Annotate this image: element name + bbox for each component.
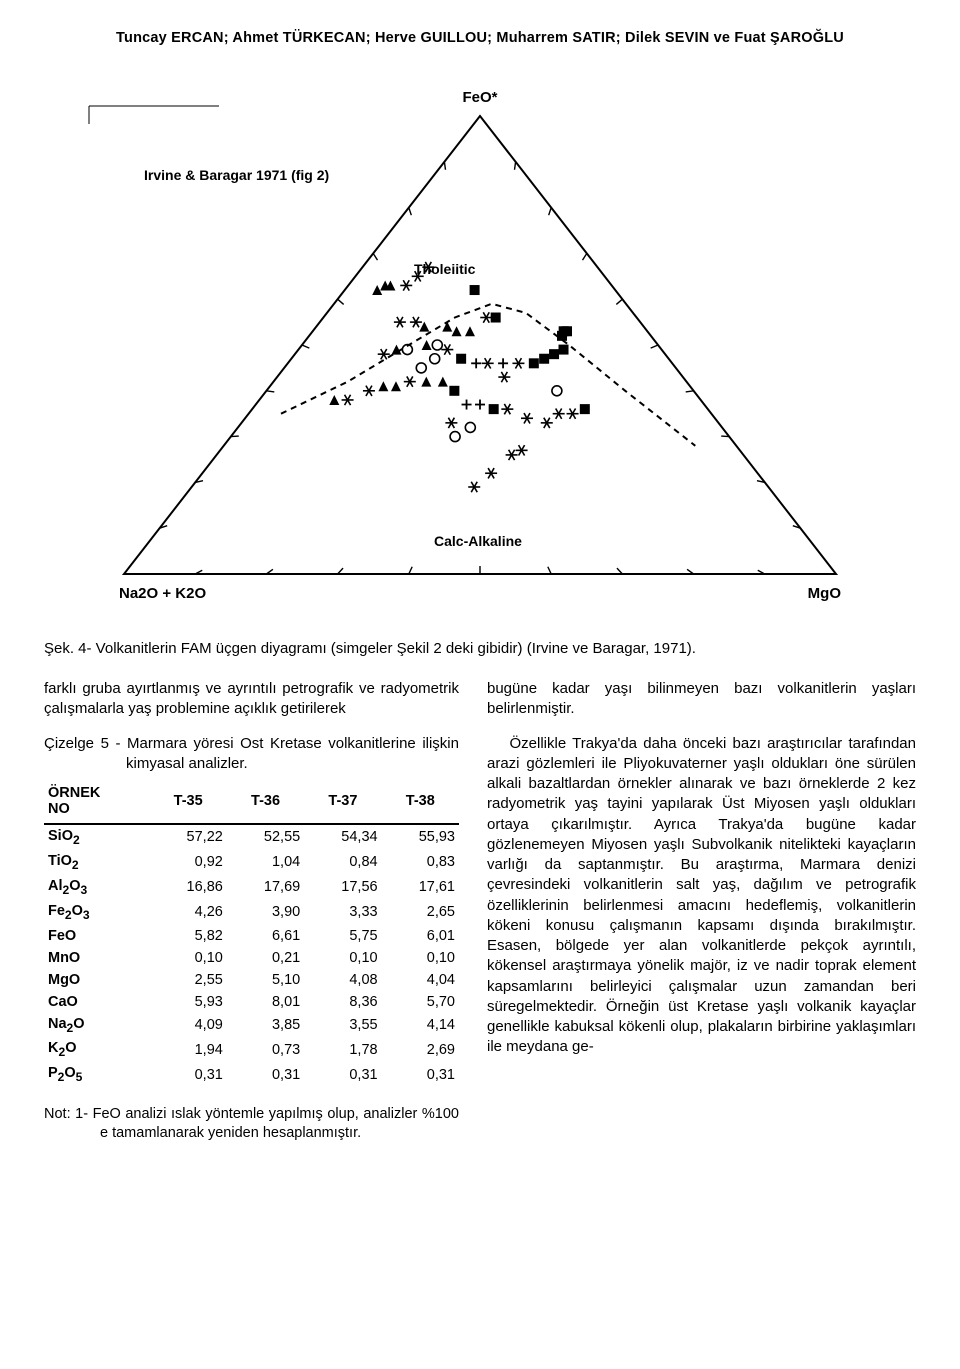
table-row: Al2O316,8617,6917,5617,61 [44, 875, 459, 900]
cell: 0,10 [149, 947, 226, 969]
cell: 17,56 [304, 875, 381, 900]
cell: 6,01 [382, 925, 459, 947]
cell: 4,09 [149, 1013, 226, 1038]
right-column: bugüne kadar yaşı bilinmeyen bazı volkan… [487, 679, 916, 1072]
cell: 0,83 [382, 850, 459, 875]
cell: 52,55 [227, 824, 304, 850]
row-label: CaO [44, 991, 149, 1013]
cell: 4,08 [304, 969, 381, 991]
cell: 0,84 [304, 850, 381, 875]
table-note: Not: 1- FeO analizi ıslak yöntemle yapıl… [44, 1105, 459, 1143]
cell: 0,31 [227, 1062, 304, 1087]
cell: 4,26 [149, 900, 226, 925]
cell: 4,14 [382, 1013, 459, 1038]
table-row: TiO20,921,040,840,83 [44, 850, 459, 875]
row-label: TiO2 [44, 850, 149, 875]
svg-text:Na2O + K2O: Na2O + K2O [119, 585, 206, 602]
table-row: MnO0,100,210,100,10 [44, 947, 459, 969]
cell: 8,01 [227, 991, 304, 1013]
cell: 8,36 [304, 991, 381, 1013]
cell: 2,65 [382, 900, 459, 925]
two-column-body: farklı gruba ayırtlanmış ve ayrıntılı pe… [44, 679, 916, 1157]
svg-text:Calc-Alkaline: Calc-Alkaline [434, 533, 522, 549]
cell: 0,92 [149, 850, 226, 875]
table-row: MgO2,555,104,084,04 [44, 969, 459, 991]
cell: 3,33 [304, 900, 381, 925]
cell: 5,82 [149, 925, 226, 947]
cell: 5,10 [227, 969, 304, 991]
row-label: Na2O [44, 1013, 149, 1038]
cell: 17,61 [382, 875, 459, 900]
row-label: MnO [44, 947, 149, 969]
row-label: MgO [44, 969, 149, 991]
row-label: Fe2O3 [44, 900, 149, 925]
right-para-1: bugüne kadar yaşı bilinmeyen bazı volkan… [487, 679, 916, 720]
table-row: P2O50,310,310,310,31 [44, 1062, 459, 1087]
svg-text:FeO*: FeO* [462, 89, 497, 106]
cell: 0,31 [304, 1062, 381, 1087]
cell: 0,31 [382, 1062, 459, 1087]
table-row: K2O1,940,731,782,69 [44, 1037, 459, 1062]
cell: 3,90 [227, 900, 304, 925]
cell: 0,31 [149, 1062, 226, 1087]
header-col0: ÖRNEK NO [44, 782, 149, 824]
cell: 16,86 [149, 875, 226, 900]
ternary-figure: FeO* Na2O + K2O MgO Irvine & Baragar 1971 (… [44, 64, 916, 634]
row-label: FeO [44, 925, 149, 947]
cell: 5,75 [304, 925, 381, 947]
cell: 4,04 [382, 969, 459, 991]
svg-text:MgO: MgO [808, 585, 842, 602]
table-row: Fe2O34,263,903,332,65 [44, 900, 459, 925]
cell: 54,34 [304, 824, 381, 850]
cell: 5,93 [149, 991, 226, 1013]
left-column: farklı gruba ayırtlanmış ve ayrıntılı pe… [44, 679, 459, 1157]
row-label: K2O [44, 1037, 149, 1062]
cell: 5,70 [382, 991, 459, 1013]
figure-caption: Şek. 4- Volkanitlerin FAM üçgen diyagram… [44, 640, 916, 657]
cell: 1,04 [227, 850, 304, 875]
svg-text:Irvine & Baragar 1971 (fig 2): Irvine & Baragar 1971 (fig 2) [144, 167, 329, 183]
table-title: Çizelge 5 - Marmara yöresi Ost Kretase v… [44, 734, 459, 775]
cell: 0,10 [382, 947, 459, 969]
cell: 2,55 [149, 969, 226, 991]
table-row: CaO5,938,018,365,70 [44, 991, 459, 1013]
cell: 0,73 [227, 1037, 304, 1062]
header-col2: T-36 [227, 782, 304, 824]
chemistry-table: ÖRNEK NO T-35 T-36 T-37 T-38 SiO257,2252… [44, 782, 459, 1087]
table-row: SiO257,2252,5554,3455,93 [44, 824, 459, 850]
table-row: FeO5,826,615,756,01 [44, 925, 459, 947]
cell: 3,55 [304, 1013, 381, 1038]
cell: 17,69 [227, 875, 304, 900]
header-col3: T-37 [304, 782, 381, 824]
cell: 2,69 [382, 1037, 459, 1062]
cell: 0,21 [227, 947, 304, 969]
row-label: SiO2 [44, 824, 149, 850]
table-header-row: ÖRNEK NO T-35 T-36 T-37 T-38 [44, 782, 459, 824]
svg-text:Tholeiitic: Tholeiitic [414, 261, 476, 277]
header-col4: T-38 [382, 782, 459, 824]
cell: 55,93 [382, 824, 459, 850]
cell: 1,94 [149, 1037, 226, 1062]
cell: 0,10 [304, 947, 381, 969]
cell: 1,78 [304, 1037, 381, 1062]
authors-line: Tuncay ERCAN; Ahmet TÜRKECAN; Herve GUIL… [44, 30, 916, 46]
row-label: P2O5 [44, 1062, 149, 1087]
cell: 3,85 [227, 1013, 304, 1038]
cell: 57,22 [149, 824, 226, 850]
table-row: Na2O4,093,853,554,14 [44, 1013, 459, 1038]
header-col1: T-35 [149, 782, 226, 824]
row-label: Al2O3 [44, 875, 149, 900]
cell: 6,61 [227, 925, 304, 947]
left-para: farklı gruba ayırtlanmış ve ayrıntılı pe… [44, 679, 459, 720]
right-para-2: Özellikle Trakya'da daha önceki bazı ara… [487, 734, 916, 1058]
